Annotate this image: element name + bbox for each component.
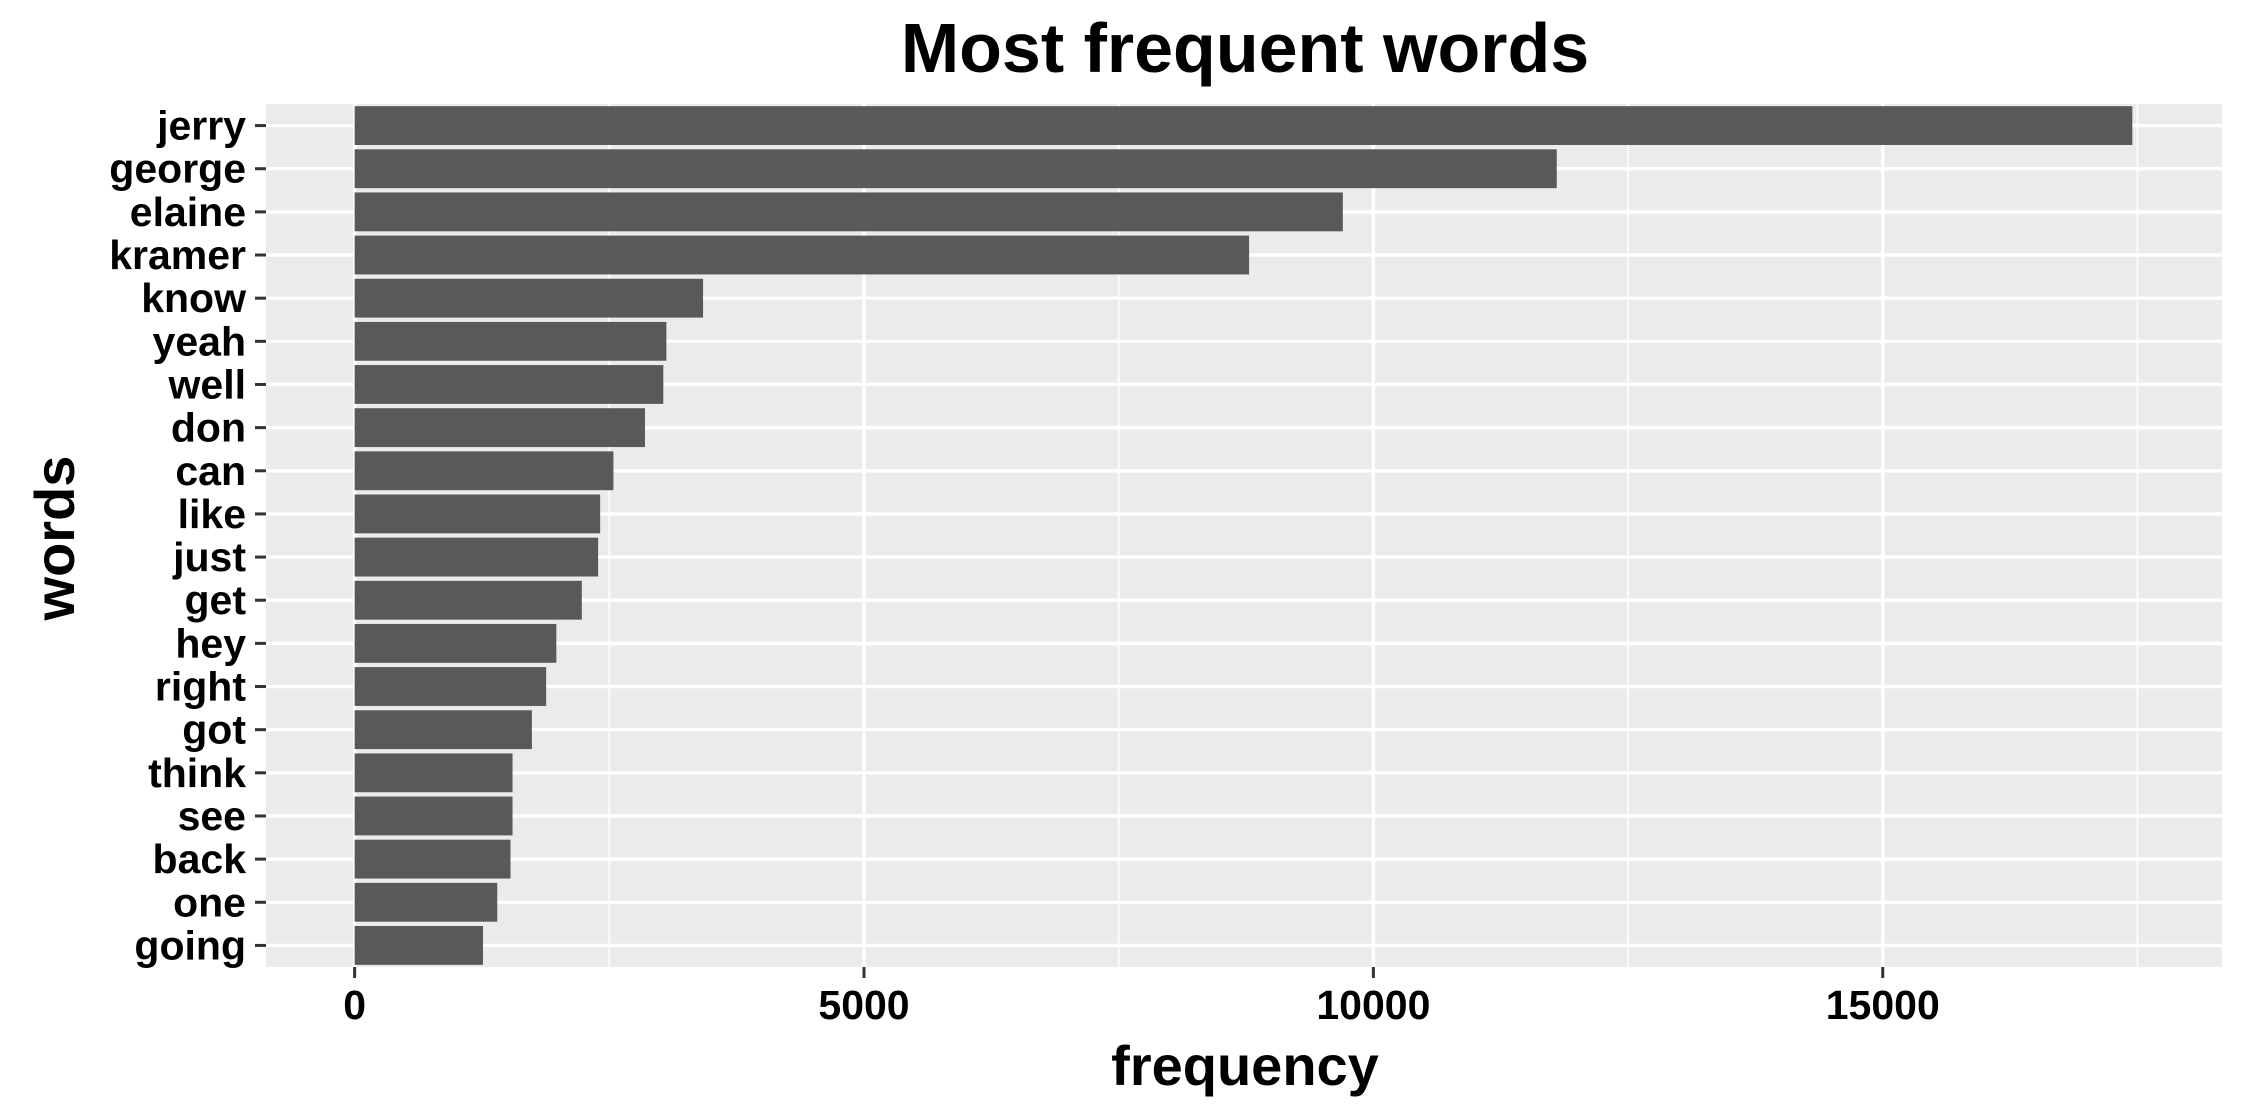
plot-panel xyxy=(266,104,2222,967)
y-tick-label: got xyxy=(182,707,246,753)
y-tick-label: just xyxy=(172,534,246,580)
x-tick-label: 0 xyxy=(343,982,366,1028)
bars xyxy=(354,106,2133,965)
bar-don xyxy=(354,408,645,448)
bar-elaine xyxy=(354,192,1343,232)
bar-like xyxy=(354,494,601,534)
x-tick-label: 15000 xyxy=(1826,982,1940,1028)
bar-hey xyxy=(354,623,557,663)
bar-know xyxy=(354,278,704,318)
bar-see xyxy=(354,796,513,836)
bar-can xyxy=(354,451,614,491)
y-tick-label: going xyxy=(134,922,246,968)
y-tick-label: kramer xyxy=(109,232,246,278)
y-tick-label: george xyxy=(109,146,246,192)
bar-kramer xyxy=(354,235,1250,275)
x-axis: 0 5000 10000 15000 xyxy=(343,967,1940,1028)
y-tick-label: well xyxy=(168,361,246,407)
bar-just xyxy=(354,537,599,577)
y-tick-label: like xyxy=(178,491,246,537)
y-tick-label: can xyxy=(175,448,246,494)
bar-right xyxy=(354,667,547,706)
y-tick-label: back xyxy=(153,836,247,882)
bar-get xyxy=(354,580,582,620)
y-axis: jerrygeorgeelainekramerknowyeahwelldonca… xyxy=(109,103,266,968)
y-tick-label: elaine xyxy=(130,189,246,235)
y-axis-title: words xyxy=(23,456,86,622)
y-tick-label: get xyxy=(185,577,247,623)
bar-jerry xyxy=(354,106,2133,145)
y-tick-label: jerry xyxy=(156,103,246,149)
bar-one xyxy=(354,882,498,922)
y-tick-label: know xyxy=(141,275,246,321)
y-tick-label: hey xyxy=(175,620,246,666)
y-tick-label: see xyxy=(178,793,246,839)
y-tick-label: yeah xyxy=(153,318,246,364)
chart-title: Most frequent words xyxy=(901,9,1589,87)
x-axis-title: frequency xyxy=(1111,1034,1379,1097)
bar-yeah xyxy=(354,321,667,361)
bar-going xyxy=(354,926,483,965)
bar-think xyxy=(354,753,513,793)
y-tick-label: one xyxy=(173,879,246,925)
x-tick-label: 10000 xyxy=(1316,982,1430,1028)
y-tick-label: don xyxy=(171,405,246,451)
bar-back xyxy=(354,839,511,879)
bar-got xyxy=(354,710,532,750)
x-tick-label: 5000 xyxy=(818,982,909,1028)
bar-george xyxy=(354,149,1557,189)
y-tick-label: think xyxy=(148,750,246,796)
bar-well xyxy=(354,365,664,404)
y-tick-label: right xyxy=(155,664,246,710)
